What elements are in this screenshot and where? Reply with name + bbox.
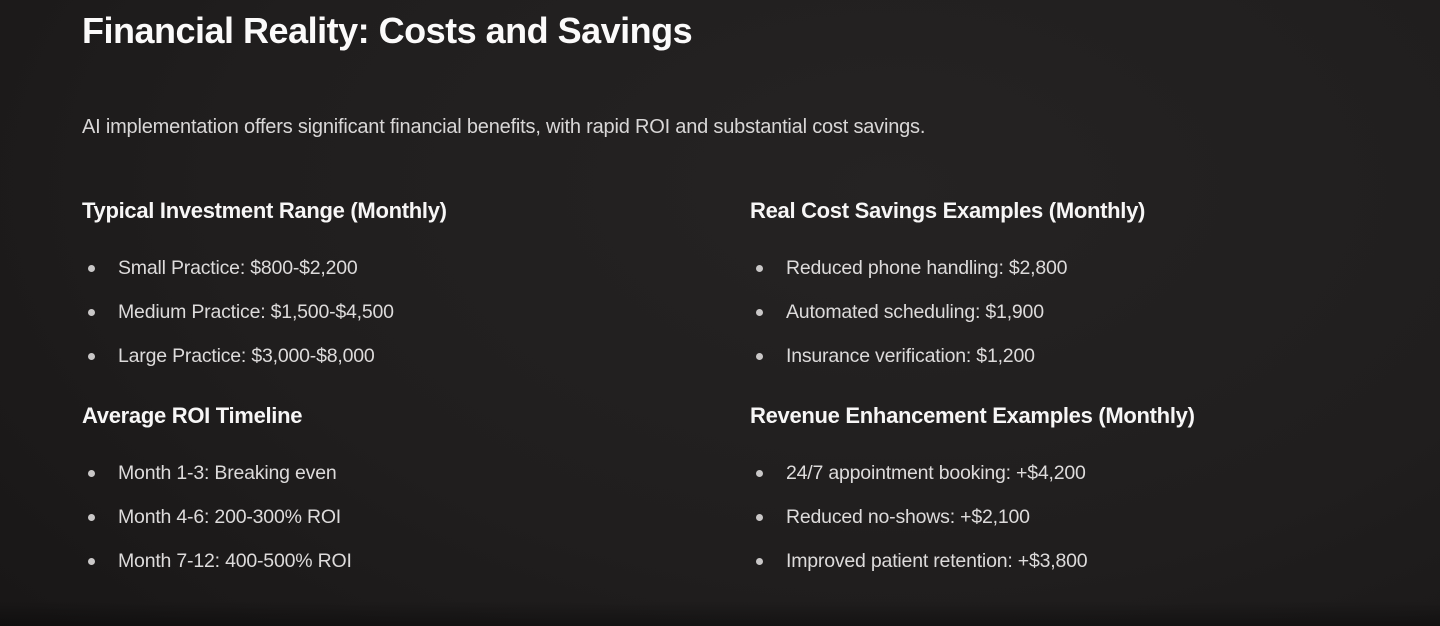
list-item: Small Practice: $800-$2,200	[82, 246, 750, 290]
right-column: Real Cost Savings Examples (Monthly) Red…	[750, 197, 1358, 583]
page-title: Financial Reality: Costs and Savings	[82, 10, 693, 51]
list-item-text: 24/7 appointment booking: +$4,200	[786, 462, 1086, 484]
bullet-dot-icon	[88, 557, 95, 565]
bullet-dot-icon	[756, 352, 763, 360]
list-item-text: Month 7-12: 400-500% ROI	[118, 550, 352, 572]
list-item-text: Month 1-3: Breaking even	[118, 462, 337, 484]
list-item-text: Large Practice: $3,000-$8,000	[118, 345, 375, 367]
list-item: Month 1-3: Breaking even	[82, 451, 750, 495]
list-item: Month 7-12: 400-500% ROI	[82, 539, 750, 583]
section-heading-roi-timeline: Average ROI Timeline	[82, 403, 303, 428]
section-investment-range: Typical Investment Range (Monthly) Small…	[82, 197, 750, 378]
list-item-text: Reduced phone handling: $2,800	[786, 257, 1068, 279]
bullet-dot-icon	[756, 557, 763, 565]
list-item-text: Medium Practice: $1,500-$4,500	[118, 301, 394, 323]
list-item-text: Automated scheduling: $1,900	[786, 301, 1044, 323]
list-item: 24/7 appointment booking: +$4,200	[750, 451, 1358, 495]
bullet-dot-icon	[756, 308, 763, 316]
list-item: Improved patient retention: +$3,800	[750, 539, 1358, 583]
left-column: Typical Investment Range (Monthly) Small…	[82, 197, 750, 583]
bullet-dot-icon	[88, 308, 95, 316]
list-item: Reduced phone handling: $2,800	[750, 246, 1358, 290]
bullet-dot-icon	[756, 513, 763, 521]
list-item-text: Improved patient retention: +$3,800	[786, 550, 1088, 572]
list-item: Medium Practice: $1,500-$4,500	[82, 290, 750, 334]
list-item: Large Practice: $3,000-$8,000	[82, 334, 750, 378]
bullet-list-investment-range: Small Practice: $800-$2,200 Medium Pract…	[82, 246, 750, 378]
bullet-dot-icon	[756, 264, 763, 272]
section-roi-timeline: Average ROI Timeline Month 1-3: Breaking…	[82, 402, 750, 583]
section-heading-investment-range: Typical Investment Range (Monthly)	[82, 198, 447, 223]
bullet-dot-icon	[88, 352, 95, 360]
list-item-text: Insurance verification: $1,200	[786, 345, 1035, 367]
list-item-text: Small Practice: $800-$2,200	[118, 257, 358, 279]
page-subtitle: AI implementation offers significant fin…	[82, 116, 926, 138]
list-item: Automated scheduling: $1,900	[750, 290, 1358, 334]
bullet-list-roi-timeline: Month 1-3: Breaking even Month 4-6: 200-…	[82, 451, 750, 583]
section-heading-revenue-enhancement: Revenue Enhancement Examples (Monthly)	[750, 403, 1195, 428]
section-heading-cost-savings: Real Cost Savings Examples (Monthly)	[750, 198, 1146, 223]
section-cost-savings: Real Cost Savings Examples (Monthly) Red…	[750, 197, 1358, 378]
bullet-dot-icon	[756, 469, 763, 477]
list-item-text: Reduced no-shows: +$2,100	[786, 506, 1030, 528]
bullet-dot-icon	[88, 264, 95, 272]
bullet-dot-icon	[88, 469, 95, 477]
list-item-text: Month 4-6: 200-300% ROI	[118, 506, 342, 528]
content-columns: Typical Investment Range (Monthly) Small…	[82, 197, 1358, 583]
bullet-dot-icon	[88, 513, 95, 521]
bullet-list-cost-savings: Reduced phone handling: $2,800 Automated…	[750, 246, 1358, 378]
list-item: Insurance verification: $1,200	[750, 334, 1358, 378]
list-item: Month 4-6: 200-300% ROI	[82, 495, 750, 539]
section-revenue-enhancement: Revenue Enhancement Examples (Monthly) 2…	[750, 402, 1358, 583]
bullet-list-revenue-enhancement: 24/7 appointment booking: +$4,200 Reduce…	[750, 451, 1358, 583]
list-item: Reduced no-shows: +$2,100	[750, 495, 1358, 539]
